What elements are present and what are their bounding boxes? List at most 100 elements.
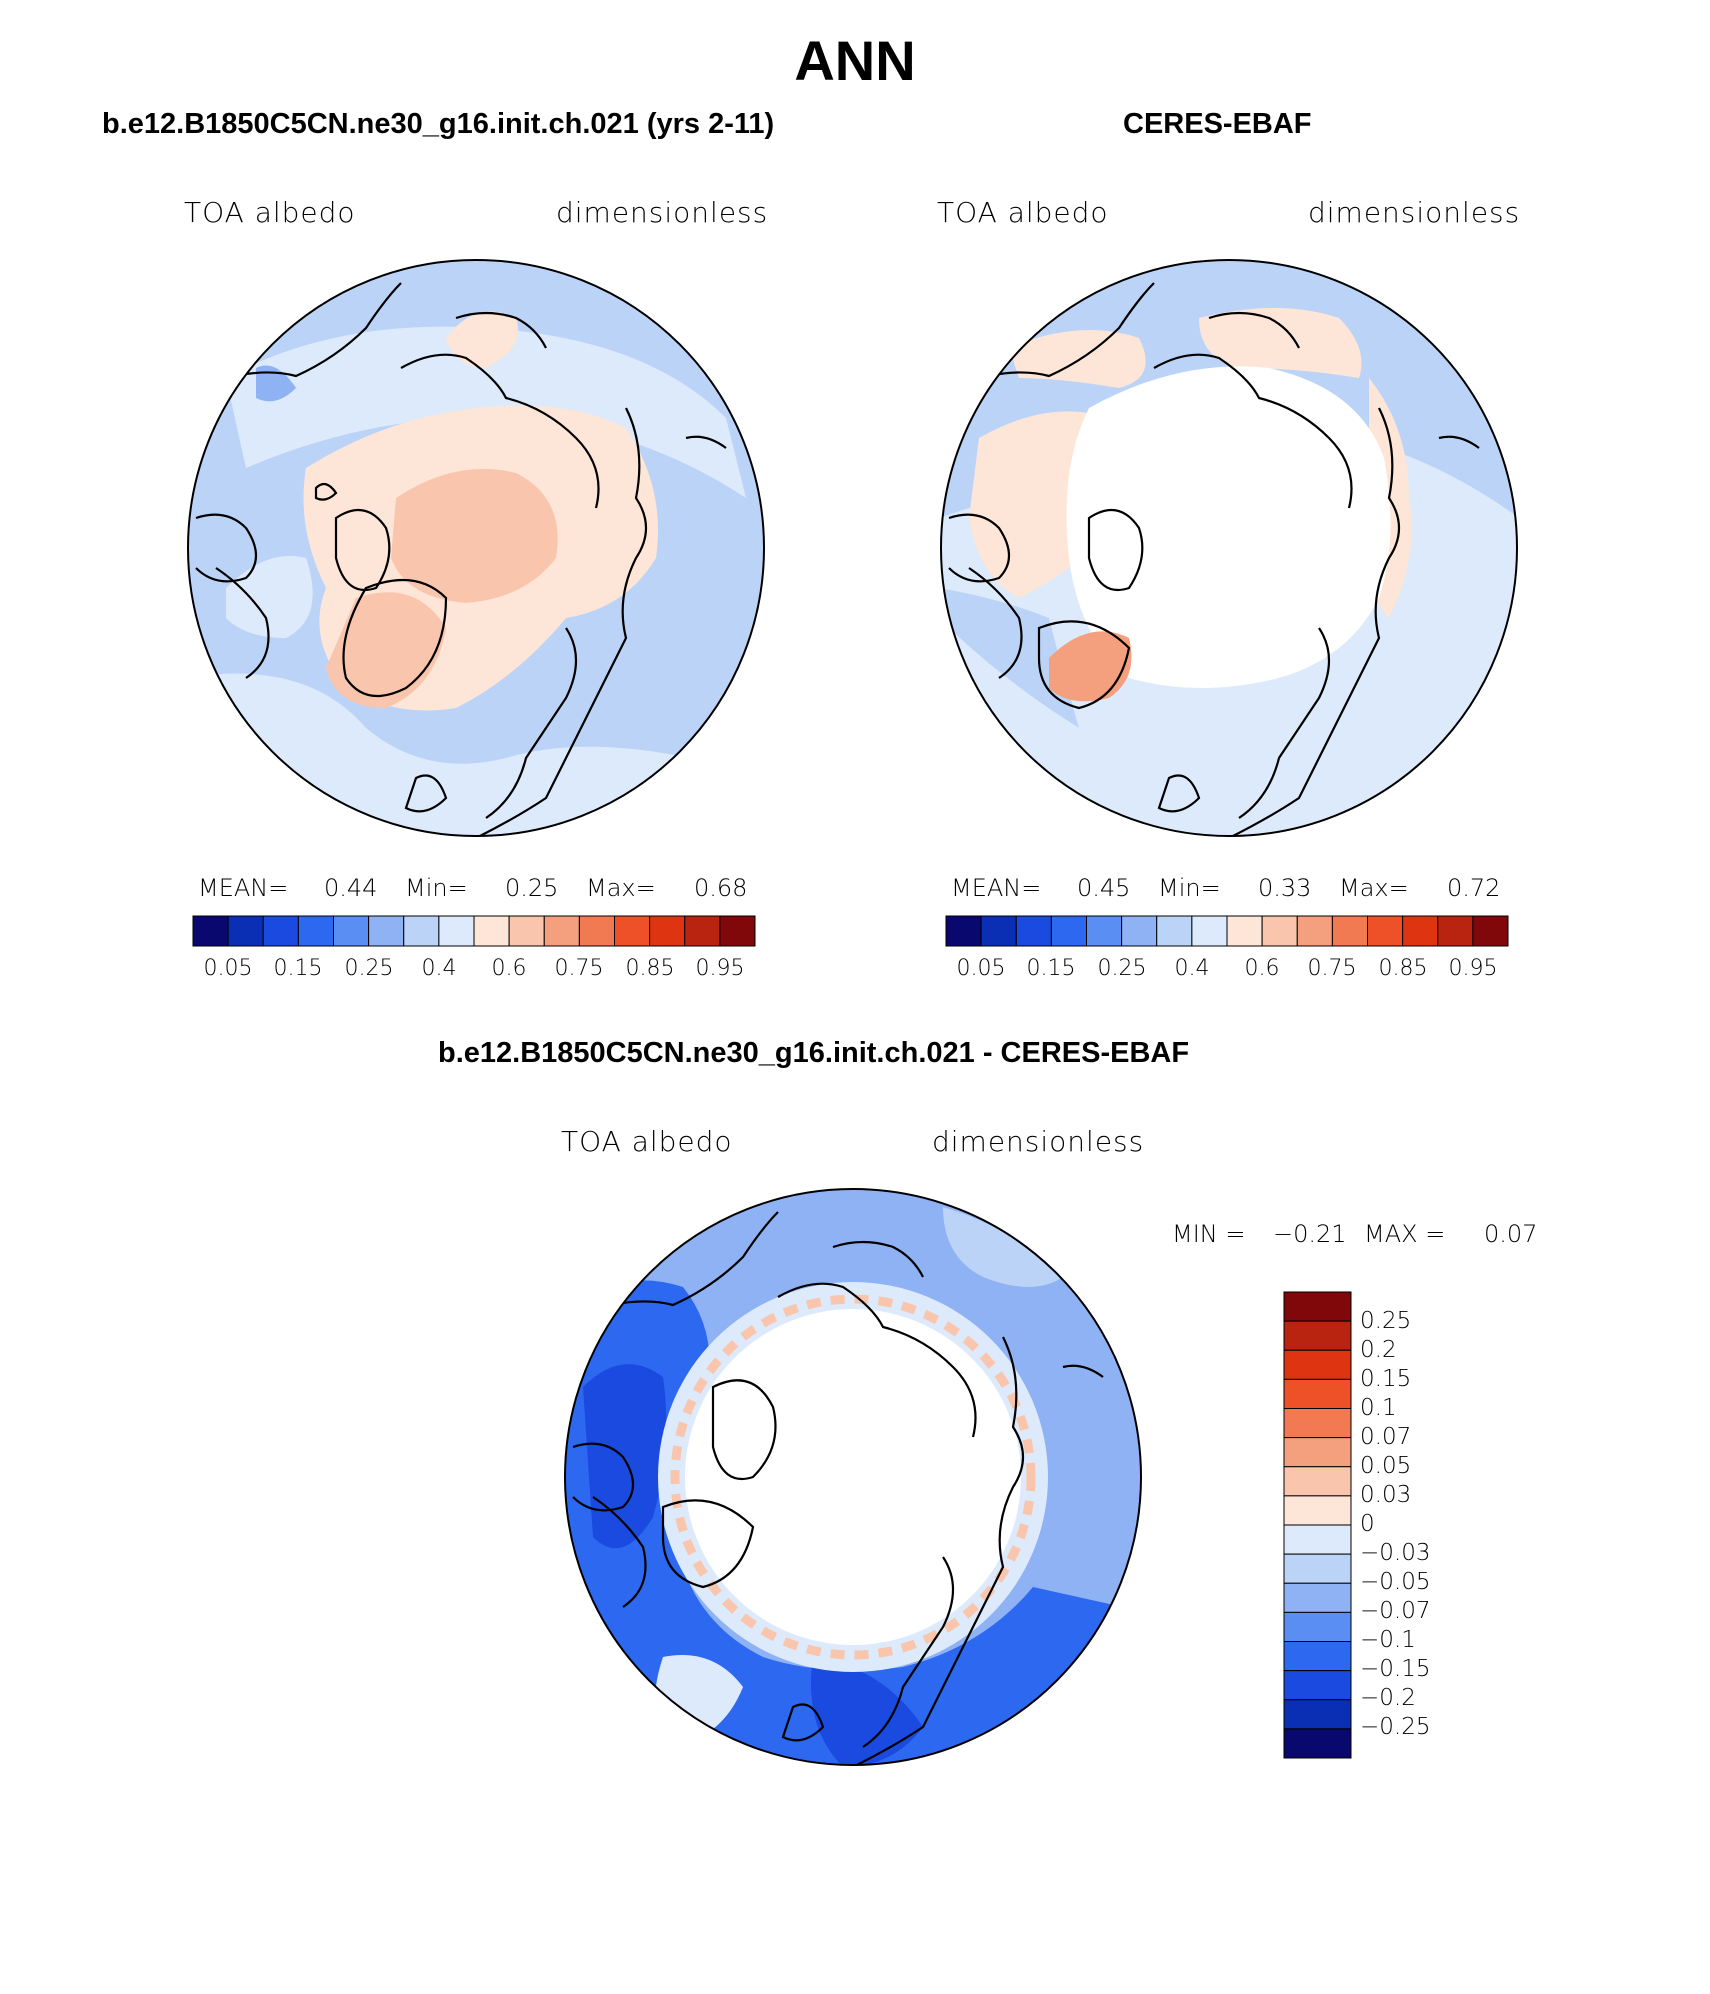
panel-1-mean-label: MEAN= (198, 874, 289, 902)
colorbar-swatch (614, 915, 651, 947)
panel-2-max-value: 0.72 (1447, 874, 1501, 902)
colorbar-swatch (1283, 1699, 1352, 1730)
colorbar-swatch (1296, 915, 1333, 947)
panel-3-max-value: 0.07 (1484, 1220, 1538, 1248)
panel-1-light-orange-core (391, 468, 558, 603)
colorbar-swatch (1437, 915, 1474, 947)
colorbar-tick-label: 0.6 (491, 956, 527, 981)
colorbar-swatch (192, 915, 229, 947)
panel-3-orange-ring (670, 1294, 1036, 1660)
colorbar-tick-label: 0.05 (1360, 1453, 1412, 1479)
colorbar-swatch (262, 915, 299, 947)
panel-2-max-label: Max= (1339, 874, 1409, 902)
panel-1-min-value: 0.25 (505, 874, 559, 902)
colorbar-tick-label: −0.05 (1360, 1569, 1431, 1595)
colorbar-swatch (1050, 915, 1087, 947)
panel-3-darker-patch-south (811, 1657, 923, 1765)
colorbar-tick-label: 0.1 (1360, 1395, 1397, 1421)
colorbar-tick-label: −0.03 (1360, 1540, 1431, 1566)
colorbar-swatch (1283, 1524, 1352, 1555)
colorbar-tick-label: −0.2 (1360, 1685, 1416, 1711)
colorbar-tick-label: 0.15 (1360, 1366, 1412, 1392)
colorbar-swatch (1367, 915, 1404, 947)
colorbar-swatch (1226, 915, 1263, 947)
panel-2-variable-label: TOA albedo (937, 196, 1109, 229)
colorbar-tick-label: −0.1 (1360, 1627, 1416, 1653)
colorbar-swatch (473, 915, 510, 947)
panel-3-darker-patch-west (583, 1364, 667, 1549)
colorbar-tick-label: 0.2 (1360, 1337, 1397, 1363)
colorbar-swatch (1261, 915, 1298, 947)
panel-1-mean-value: 0.44 (324, 874, 378, 902)
colorbar-swatch (1283, 1582, 1352, 1613)
colorbar-tick-label: 0.03 (1360, 1482, 1412, 1508)
colorbar-swatch (297, 915, 334, 947)
panel-1-map-border (187, 259, 765, 837)
colorbar-tick-label: 0.4 (421, 956, 457, 981)
panel-2-min-label: Min= (1158, 874, 1221, 902)
panel-3-min-label: MIN = (1172, 1220, 1246, 1248)
panel-2-colorbar (945, 915, 1509, 947)
colorbar-tick-label: 0.25 (1360, 1308, 1412, 1334)
panel-1-max-label: Max= (586, 874, 656, 902)
colorbar-swatch (1283, 1408, 1352, 1439)
panel-1-colorbar (192, 915, 756, 947)
colorbar-swatch (438, 915, 475, 947)
colorbar-tick-label: 0.85 (1378, 956, 1428, 981)
panel-1-min-label: Min= (405, 874, 468, 902)
panel-2-map-border (940, 259, 1518, 837)
colorbar-swatch (1015, 915, 1052, 947)
panel-3-variable-label: TOA albedo (561, 1125, 733, 1158)
colorbar-swatch (1283, 1378, 1352, 1409)
colorbar-tick-label: 0.05 (956, 956, 1006, 981)
colorbar-tick-label: 0.6 (1244, 956, 1280, 981)
colorbar-swatch (227, 915, 264, 947)
colorbar-tick-label: 0.85 (625, 956, 675, 981)
colorbar-swatch (1283, 1320, 1352, 1351)
colorbar-tick-label: 0.75 (1307, 956, 1357, 981)
colorbar-tick-label: 0 (1360, 1511, 1375, 1537)
colorbar-swatch (649, 915, 686, 947)
panel-1-orange-fleck (446, 311, 518, 368)
colorbar-swatch (684, 915, 721, 947)
colorbar-swatch (1283, 1349, 1352, 1380)
colorbar-swatch (1402, 915, 1439, 947)
colorbar-swatch (1283, 1728, 1352, 1759)
panel-1-polar-map (187, 259, 765, 837)
panel-3-max-label: MAX = (1364, 1220, 1446, 1248)
colorbar-swatch (945, 915, 982, 947)
colorbar-tick-label: 0.15 (273, 956, 323, 981)
figure-title: ANN (794, 29, 916, 92)
colorbar-swatch (1121, 915, 1158, 947)
colorbar-swatch (1283, 1291, 1352, 1322)
panel-1-variable-label: TOA albedo (184, 196, 356, 229)
colorbar-swatch (403, 915, 440, 947)
colorbar-swatch (980, 915, 1017, 947)
panel-2-coastlines (948, 282, 1480, 836)
colorbar-swatch (368, 915, 405, 947)
colorbar-swatch (1283, 1437, 1352, 1468)
panel-3-coastlines (572, 1211, 1104, 1765)
panel-3-deep-blue-ring (565, 1280, 1141, 1765)
colorbar-swatch (578, 915, 615, 947)
colorbar-tick-label: 0.95 (695, 956, 745, 981)
panel-2-greenland-orange (1049, 631, 1132, 702)
panel-3-light-patch (943, 1207, 1063, 1287)
colorbar-tick-label: 0.15 (1026, 956, 1076, 981)
panel-1-title: b.e12.B1850C5CN.ne30_g16.init.ch.021 (yr… (102, 108, 775, 140)
colorbar-swatch (1191, 915, 1228, 947)
colorbar-swatch (1472, 915, 1509, 947)
panel-3-map-border (564, 1188, 1142, 1766)
colorbar-swatch (1283, 1466, 1352, 1497)
colorbar-swatch (1331, 915, 1368, 947)
colorbar-tick-label: 0.07 (1360, 1424, 1412, 1450)
panel-2-polar-map (940, 259, 1518, 837)
colorbar-swatch (508, 915, 545, 947)
colorbar-tick-label: −0.25 (1360, 1714, 1431, 1740)
panel-3-colorbar (1283, 1291, 1352, 1759)
colorbar-tick-label: −0.07 (1360, 1598, 1431, 1624)
colorbar-tick-label: 0.95 (1448, 956, 1498, 981)
colorbar-swatch (333, 915, 370, 947)
panel-2-orange-northeast (1199, 308, 1362, 378)
